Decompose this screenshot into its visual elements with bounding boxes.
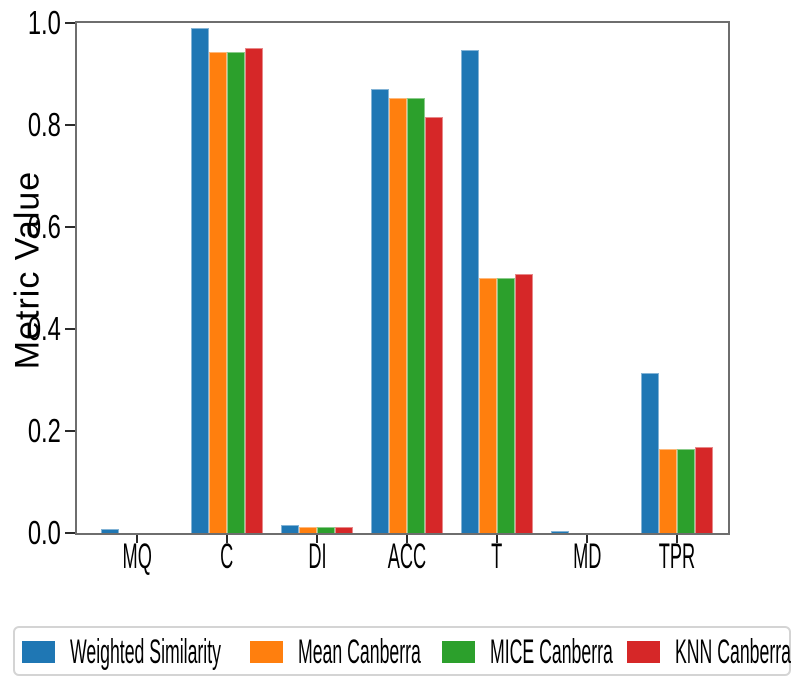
- x-tick-mark: [136, 535, 138, 543]
- x-tick-label: TPR: [617, 537, 737, 577]
- legend-label: KNN Canberra: [675, 633, 791, 671]
- y-tick-label-text: 0.8: [27, 106, 61, 143]
- y-tick-label: 1.0: [0, 4, 61, 42]
- bar-mice-canberra-tpr: [677, 449, 695, 533]
- y-tick-label: 0.4: [0, 310, 61, 348]
- bar-weighted-similarity-mq: [101, 529, 119, 533]
- bar-mean-canberra-t: [479, 278, 497, 533]
- bar-weighted-similarity-md: [551, 531, 569, 533]
- bar-weighted-similarity-tpr: [641, 373, 659, 533]
- y-tick-label-text: 0.4: [27, 310, 61, 347]
- legend-swatch-icon: [442, 641, 475, 663]
- bar-mean-canberra-tpr: [659, 449, 677, 533]
- legend-label: Weighted Similarity: [70, 633, 221, 671]
- bar-knn-canberra-t: [515, 274, 533, 533]
- bar-mean-canberra-acc: [389, 98, 407, 533]
- legend: Weighted Similarity Mean Canberra MICE Can…: [13, 626, 791, 676]
- bar-knn-canberra-tpr: [695, 447, 713, 533]
- y-tick-label: 0.2: [0, 412, 61, 450]
- y-tick-mark: [65, 328, 75, 330]
- x-tick-label-text: DI: [307, 537, 327, 576]
- bar-weighted-similarity-t: [461, 50, 479, 533]
- bar-knn-canberra-di: [335, 527, 353, 533]
- y-tick-label-text: 0.0: [27, 514, 61, 551]
- x-tick-label: ACC: [347, 537, 467, 577]
- x-tick-mark: [676, 535, 678, 543]
- y-tick-mark: [65, 124, 75, 126]
- bar-mean-canberra-c: [209, 52, 227, 533]
- x-tick-mark: [406, 535, 408, 543]
- x-tick-label-text: C: [220, 537, 234, 576]
- y-tick-label-text: 0.6: [27, 208, 61, 245]
- bar-mice-canberra-t: [497, 278, 515, 533]
- x-tick-label-text: MQ: [122, 537, 152, 576]
- y-tick-label: 0.0: [0, 514, 61, 552]
- bar-weighted-similarity-acc: [371, 89, 389, 533]
- y-tick-label: 0.8: [0, 106, 61, 144]
- x-tick-label: C: [167, 537, 287, 577]
- x-tick-label: DI: [257, 537, 377, 577]
- bar-knn-canberra-acc: [425, 117, 443, 533]
- legend-label: Mean Canberra: [298, 633, 421, 671]
- legend-swatch-icon: [250, 641, 283, 663]
- x-tick-mark: [226, 535, 228, 543]
- bar-mice-canberra-c: [227, 52, 245, 533]
- x-tick-label-text: T: [491, 537, 503, 576]
- y-tick-label-text: 0.2: [27, 412, 61, 449]
- y-tick-mark: [65, 226, 75, 228]
- x-tick-label: T: [437, 537, 557, 577]
- x-tick-label: MQ: [77, 537, 197, 577]
- x-tick-label-text: ACC: [387, 537, 427, 576]
- y-tick-label: 0.6: [0, 208, 61, 246]
- y-tick-mark: [65, 430, 75, 432]
- x-tick-mark: [316, 535, 318, 543]
- y-tick-mark: [65, 532, 75, 534]
- bar-weighted-similarity-di: [281, 525, 299, 533]
- plot-area: MQ C DI ACC T MD TPR 0.0 0.2 0.4 0.6 0.8 1.0: [28, 4, 730, 576]
- x-tick-mark: [586, 535, 588, 543]
- x-tick-label: MD: [527, 537, 647, 577]
- legend-label: MICE Canberra: [490, 633, 613, 671]
- y-tick-mark: [65, 22, 75, 24]
- x-tick-label-text: MD: [572, 537, 602, 576]
- bar-weighted-similarity-c: [191, 28, 209, 533]
- legend-swatch-icon: [627, 641, 660, 663]
- bar-mice-canberra-acc: [407, 98, 425, 533]
- x-tick-label-text: TPR: [658, 537, 696, 576]
- bar-mice-canberra-di: [317, 527, 335, 533]
- y-tick-label-text: 1.0: [27, 4, 61, 41]
- x-tick-mark: [496, 535, 498, 543]
- bar-knn-canberra-c: [245, 48, 263, 533]
- legend-swatch-icon: [22, 641, 55, 663]
- bar-mean-canberra-di: [299, 527, 317, 533]
